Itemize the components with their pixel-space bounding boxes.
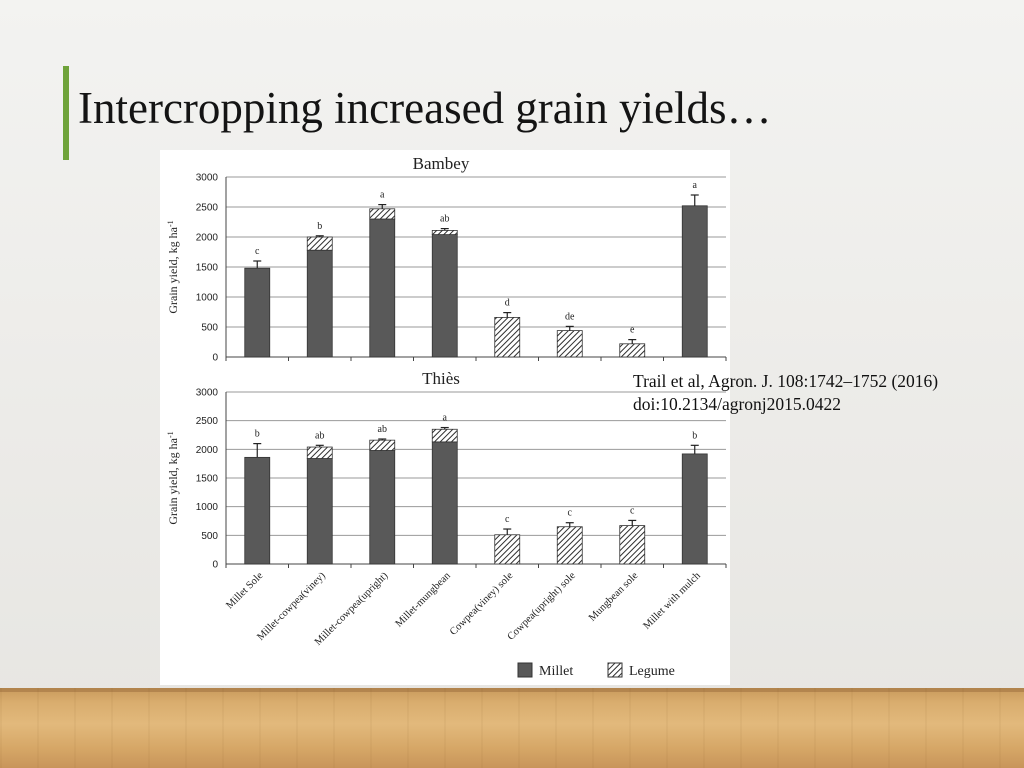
legend-label: Legume <box>629 664 675 679</box>
bar-legume <box>494 534 521 565</box>
significance-letter: a <box>380 190 385 201</box>
significance-letter: b <box>692 430 697 441</box>
bar-legume <box>556 526 583 565</box>
y-tick-label: 500 <box>201 323 218 334</box>
citation: Trail et al, Agron. J. 108:1742–1752 (20… <box>633 370 938 416</box>
x-tick-label: Cowpea(upright) sole <box>506 570 579 643</box>
y-tick-label: 2000 <box>196 233 219 244</box>
y-tick-label: 3000 <box>196 388 219 399</box>
citation-doi: doi:10.2134/agronj2015.0422 <box>633 394 842 414</box>
x-tick-label: Millet Sole <box>224 570 265 611</box>
bar-legume <box>494 316 521 358</box>
chart-title: Thiès <box>422 369 460 388</box>
bar-legume <box>556 330 583 358</box>
legend-swatch-millet <box>517 662 533 678</box>
significance-letter: a <box>693 180 698 191</box>
title-accent-bar <box>63 66 69 160</box>
y-tick-label: 0 <box>212 353 218 364</box>
significance-letter: c <box>505 514 510 525</box>
significance-letter: a <box>443 413 448 424</box>
x-tick-label: Millet with mulch <box>641 570 703 632</box>
y-tick-label: 1500 <box>196 263 219 274</box>
bar-legume <box>306 236 333 251</box>
y-tick-label: 3000 <box>196 173 219 184</box>
x-tick-label: Mungbean sole <box>587 570 641 624</box>
significance-letter: d <box>505 298 510 309</box>
significance-letter: b <box>317 221 322 232</box>
x-tick-label: Millet-cowpea(upright) <box>313 570 391 648</box>
bar-legume <box>431 428 458 443</box>
significance-letter: ab <box>315 430 324 441</box>
y-tick-label: 0 <box>212 560 218 571</box>
bar-millet <box>431 441 458 565</box>
bar-millet <box>306 249 333 358</box>
y-tick-label: 1500 <box>196 474 219 485</box>
y-axis-label: Grain yield, kg ha-1 <box>166 431 181 524</box>
legend: Millet Legume <box>517 662 675 679</box>
y-tick-label: 500 <box>201 531 218 542</box>
chart-bambey: 0 500 1000 1500 2000 2500 3000 Bambey Grain yiel… <box>166 154 727 364</box>
significance-letter: ab <box>440 214 449 225</box>
x-tick-label: Cowpea(viney) sole <box>448 570 516 638</box>
y-tick-label: 2500 <box>196 416 219 427</box>
slide-title: Intercropping increased grain yields… <box>78 83 772 133</box>
citation-reference: Trail et al, Agron. J. 108:1742–1752 (20… <box>633 371 939 391</box>
bar-legume <box>369 208 396 220</box>
legend-label: Millet <box>539 664 573 679</box>
bar-legume <box>369 439 396 451</box>
y-tick-label: 1000 <box>196 502 219 513</box>
significance-letter: b <box>255 429 260 440</box>
wood-floor <box>0 688 1024 768</box>
wood-grain <box>0 688 1024 768</box>
significance-letter: ab <box>378 424 387 435</box>
bar-millet <box>369 450 396 565</box>
chart-thies: 0 500 1000 1500 2000 2500 3000 Thiès Grain yield… <box>166 369 727 571</box>
y-tick-label: 2000 <box>196 445 219 456</box>
bar-millet <box>369 218 396 358</box>
y-tick-label: 1000 <box>196 293 219 304</box>
x-tick-label: Millet-mungbean <box>394 570 454 630</box>
significance-letter: c <box>568 508 573 519</box>
yield-bar-charts: 0 500 1000 1500 2000 2500 3000 Bambey Grain yiel… <box>166 154 727 679</box>
x-tick-label: Millet-cowpea(viney) <box>255 570 328 643</box>
significance-letter: de <box>565 311 575 322</box>
chart-title: Bambey <box>413 154 470 173</box>
bar-legume <box>619 343 646 358</box>
bar-millet <box>244 267 271 358</box>
bar-legume <box>431 230 458 236</box>
y-axis-label: Grain yield, kg ha-1 <box>166 220 181 313</box>
bar-millet <box>681 205 708 358</box>
bar-millet <box>431 234 458 358</box>
chart-panel: 0 500 1000 1500 2000 2500 3000 Bambey Grain yiel… <box>160 150 730 685</box>
bar-legume <box>619 525 646 565</box>
significance-letter: c <box>630 505 635 516</box>
bar-millet <box>244 456 271 565</box>
legend-swatch-legume <box>607 662 623 678</box>
significance-letter: e <box>630 325 635 336</box>
significance-letter: c <box>255 246 260 257</box>
y-tick-label: 2500 <box>196 203 219 214</box>
bar-millet <box>306 458 333 565</box>
bar-millet <box>681 453 708 565</box>
bar-legume <box>306 446 333 459</box>
